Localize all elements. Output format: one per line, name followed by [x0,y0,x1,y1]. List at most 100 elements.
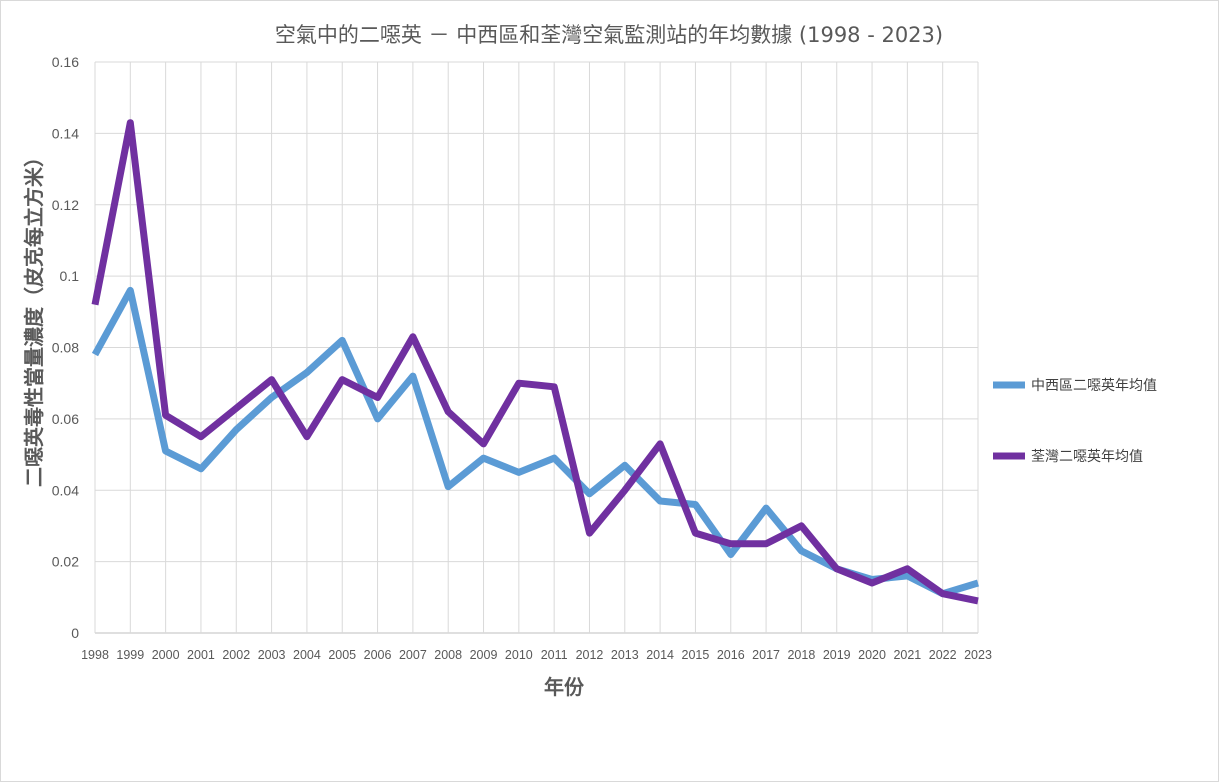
data-point [200,468,201,469]
y-tick-label: 0.16 [52,54,79,70]
data-point [730,543,731,544]
x-tick-label: 2002 [222,648,250,662]
data-point [554,386,555,387]
data-point [483,458,484,459]
series-lines [91,119,980,605]
data-point [448,486,449,487]
data-point [624,490,625,491]
series-line-1 [91,286,980,598]
data-point [801,525,802,526]
y-tick-labels: 0 0.02 0.04 0.06 0.08 0.1 0.12 0.14 0.16 [52,54,79,641]
legend-label: 中西區二噁英年均值 [1031,377,1157,394]
x-tick-label: 2007 [399,648,427,662]
data-point [236,408,237,409]
data-point [306,372,307,373]
data-point [660,500,661,501]
chart-title: 空氣中的二噁英 － 中西區和荃灣空氣監測站的年均數據 (1998 - 2023) [275,23,943,47]
data-point [589,493,590,494]
x-tick-label: 2009 [470,648,498,662]
y-tick-label: 0.04 [52,482,79,498]
x-tick-label: 2016 [717,648,745,662]
data-point [942,593,943,594]
x-tick-label: 2013 [611,648,639,662]
y-tick-label: 0.02 [52,554,79,570]
x-tick-label: 2000 [152,648,180,662]
data-point [978,600,979,601]
x-tick-label: 2023 [964,648,992,662]
data-point [872,583,873,584]
data-point [271,397,272,398]
data-point [95,354,96,355]
data-point [412,376,413,377]
data-point [377,397,378,398]
x-tick-label: 2006 [364,648,392,662]
data-point [766,543,767,544]
data-point [518,383,519,384]
data-point [978,583,979,584]
data-point [836,568,837,569]
x-tick-label: 2019 [823,648,851,662]
x-tick-label: 2014 [646,648,674,662]
data-point [271,379,272,380]
data-point [165,415,166,416]
data-point [624,465,625,466]
x-tick-label: 2015 [682,648,710,662]
legend-item: 中西區二噁英年均值 [993,377,1157,394]
x-tick-label: 2008 [434,648,462,662]
x-tick-label: 2018 [787,648,815,662]
data-point [695,504,696,505]
legend-item: 荃灣二噁英年均值 [993,448,1143,465]
data-point [554,458,555,459]
data-point [695,533,696,534]
x-tick-label: 2012 [576,648,604,662]
data-point [907,568,908,569]
data-point [483,443,484,444]
y-axis-title: 二噁英毒性當量濃度（皮克每立方米） [22,147,46,487]
data-point [660,443,661,444]
x-tick-label: 2005 [328,648,356,662]
y-tick-label: 0 [71,625,79,641]
x-tick-label: 2022 [929,648,957,662]
data-point [448,411,449,412]
data-point [130,122,131,123]
x-tick-label: 2004 [293,648,321,662]
x-tick-label: 2010 [505,648,533,662]
data-point [342,340,343,341]
y-tick-label: 0.08 [52,340,79,356]
legend-label: 荃灣二噁英年均值 [1031,448,1143,465]
data-point [95,304,96,305]
x-tick-label: 1998 [81,648,109,662]
data-point [801,550,802,551]
x-tick-label: 2011 [541,648,568,662]
x-tick-label: 2017 [752,648,780,662]
x-axis-title: 年份 [544,675,585,699]
x-tick-label: 2020 [858,648,886,662]
x-tick-label: 2003 [258,648,286,662]
data-point [766,508,767,509]
data-point [907,575,908,576]
data-point [730,554,731,555]
y-tick-label: 0.06 [52,411,79,427]
data-point [165,450,166,451]
data-point [200,436,201,437]
series-line-2 [91,119,979,605]
y-tick-label: 0.1 [60,268,80,284]
data-point [589,533,590,534]
data-point [130,290,131,291]
x-tick-labels: 1998 1999 2000 2001 2002 2003 2004 2005 2006 2007… [81,648,992,662]
data-point [412,336,413,337]
grid-lines [94,61,979,634]
data-point [377,418,378,419]
y-tick-label: 0.14 [52,125,79,141]
data-point [236,429,237,430]
x-tick-label: 2021 [893,648,921,662]
y-tick-label: 0.12 [52,197,79,213]
data-point [342,379,343,380]
x-tick-label: 1999 [116,648,144,662]
data-point [518,472,519,473]
data-point [306,436,307,437]
x-tick-label: 2001 [187,648,215,662]
